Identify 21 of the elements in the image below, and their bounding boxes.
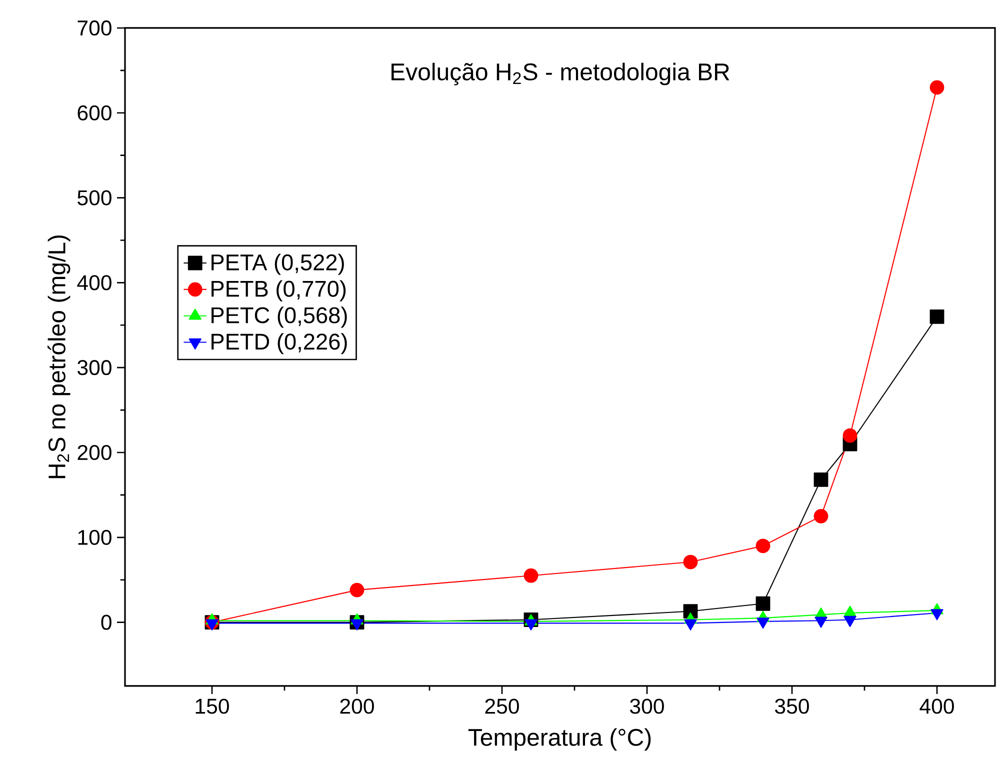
x-tick-label: 150 xyxy=(196,698,229,714)
y-axis-title: H$_{2}$S no petróleo (mg/L) xyxy=(48,235,70,478)
x-axis-title: Temperatura (°C) xyxy=(468,728,651,751)
legend-label: PETD (0,226) xyxy=(212,333,347,354)
y-tick-label: 100 xyxy=(78,530,112,545)
y-tick-label: 600 xyxy=(78,105,112,120)
x-tick-label: 300 xyxy=(630,698,664,714)
legend-label: PETA (0,522) xyxy=(212,254,344,275)
legend-label: PETB (0,770) xyxy=(212,280,346,302)
y-tick-label: 300 xyxy=(78,360,112,376)
y-tick-label: 700 xyxy=(78,20,112,36)
x-tick-label: 200 xyxy=(340,698,374,714)
y-tick-label: 200 xyxy=(78,444,112,460)
y-tick-label: 400 xyxy=(77,275,112,290)
x-tick-label: 250 xyxy=(485,698,519,714)
text: Evolução H$_{2}$S - metodologia BR xyxy=(392,62,730,86)
y-tick-label: 500 xyxy=(78,190,112,206)
legend-label: PETC (0,568) xyxy=(212,306,347,328)
x-tick-label: 400 xyxy=(920,698,954,714)
y-tick-label: 0 xyxy=(101,614,112,630)
x-tick-label: 350 xyxy=(775,698,809,714)
